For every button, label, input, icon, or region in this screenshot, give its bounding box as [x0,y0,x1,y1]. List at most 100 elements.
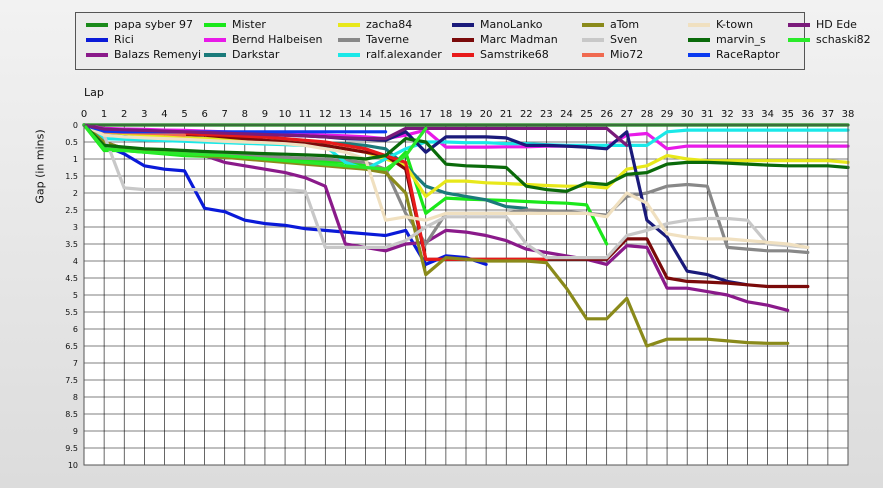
x-tick-label: 3 [141,109,147,120]
legend-swatch [582,23,604,27]
x-tick-label: 22 [520,109,533,120]
series-line-13 [82,123,810,260]
x-tick-label: 24 [560,109,573,120]
series-line-17 [82,123,388,134]
x-tick-label: 29 [661,109,674,120]
x-tick-label: 25 [580,109,593,120]
series-line-19 [82,123,428,171]
x-tick-label: 1 [101,109,107,120]
x-tick-label: 36 [801,109,814,120]
series-line-15 [82,123,810,249]
legend-swatch [452,53,474,57]
legend-swatch [338,23,360,27]
y-tick-label: 1.5 [65,172,78,181]
y-tick-label: 10 [68,461,78,470]
x-tick-label: 23 [540,109,553,120]
legend-label: Balazs Remenyi [114,48,202,61]
legend-label: Mio72 [610,48,644,61]
x-tick-labels: 0 1 2 3 4 5 6 7 8 9 10 11 12 13 14 15 16 17 18 19 20 21 22 23 24… [81,109,855,120]
legend-label: K-town [716,18,754,31]
x-tick-label: 20 [480,109,493,120]
legend-swatch [788,38,810,42]
x-tick-label: 19 [460,109,473,120]
x-tick-label: 31 [701,109,714,120]
series-line-18 [82,123,629,147]
x-tick-label: 18 [440,109,453,120]
y-tick-label: 1 [73,155,78,164]
x-tick-label: 14 [359,109,372,120]
x-tick-label: 7 [222,109,228,120]
y-tick-label: 8 [73,393,78,402]
chart-legend: papa syber 97 Rici Balazs Remenyi Mister Ber… [75,12,871,70]
legend-label: HD Ede [816,18,857,31]
legend-swatch [204,38,226,42]
x-tick-label: 12 [319,109,332,120]
legend-label: ManoLanko [480,18,543,31]
x-tick-label: 9 [262,109,268,120]
y-tick-label: 9 [73,427,78,436]
y-tick-label: 9.5 [65,444,78,453]
legend-label: Darkstar [232,48,280,61]
y-tick-label: 2 [73,189,78,198]
series-line-16 [82,123,850,193]
x-tick-label: 26 [600,109,613,120]
legend-swatch [582,53,604,57]
grid [83,124,849,466]
x-tick-label: 2 [121,109,127,120]
legend-label: aTom [610,18,640,31]
y-tick-label: 8.5 [65,410,78,419]
legend-swatch [688,38,710,42]
x-tick-label: 35 [781,109,794,120]
y-tick-labels: 0 0.5 1 1.5 2 2.5 3 3.5 4 4.5 5 5.5 6 6.5 7 7.5 8 8.5 9 9.5… [65,121,78,470]
legend-label: marvin_s [716,33,766,46]
legend-swatch [688,53,710,57]
x-tick-label: 4 [161,109,167,120]
y-tick-label: 5.5 [65,308,78,317]
x-tick-label: 10 [279,109,292,120]
x-axis-title: Lap [84,86,104,99]
x-tick-label: 32 [721,109,734,120]
legend-swatch [204,53,226,57]
legend-swatch [452,38,474,42]
x-tick-label: 16 [399,109,412,120]
legend-swatch [86,38,108,42]
legend-label: Mister [232,18,266,31]
x-tick-label: 21 [500,109,513,120]
y-tick-label: 3.5 [65,240,78,249]
legend-label: Sven [610,33,638,46]
legend-swatch [788,23,810,27]
y-tick-label: 4.5 [65,274,78,283]
y-tick-label: 5 [73,291,78,300]
legend-label: Taverne [366,33,409,46]
x-tick-label: 8 [242,109,248,120]
x-tick-label: 0 [81,109,87,120]
legend-swatch [582,38,604,42]
legend-label: zacha84 [366,18,413,31]
legend-label: Marc Madman [480,33,558,46]
x-tick-label: 17 [419,109,432,120]
y-tick-label: 4 [73,257,78,266]
legend-swatch [338,53,360,57]
legend-swatch [86,23,108,27]
legend-swatch [204,23,226,27]
x-tick-label: 27 [620,109,633,120]
y-tick-label: 0 [73,121,78,130]
legend-label: schaski82 [816,33,871,46]
x-tick-label: 34 [761,109,774,120]
x-tick-label: 13 [339,109,352,120]
legend-swatch [452,23,474,27]
x-tick-label: 15 [379,109,392,120]
plot-frame [83,124,849,466]
legend-label: Samstrike68 [480,48,549,61]
series-line-6 [82,123,850,198]
legend-label: RaceRaptor [716,48,780,61]
y-tick-label: 2.5 [65,206,78,215]
y-tick-label: 6.5 [65,342,78,351]
y-tick-label: 0.5 [65,138,78,147]
x-tick-label: 28 [641,109,654,120]
y-tick-label: 6 [73,325,78,334]
y-tick-label: 7 [73,359,78,368]
legend-label: Bernd Halbeisen [232,33,323,46]
legend-swatch [86,53,108,57]
